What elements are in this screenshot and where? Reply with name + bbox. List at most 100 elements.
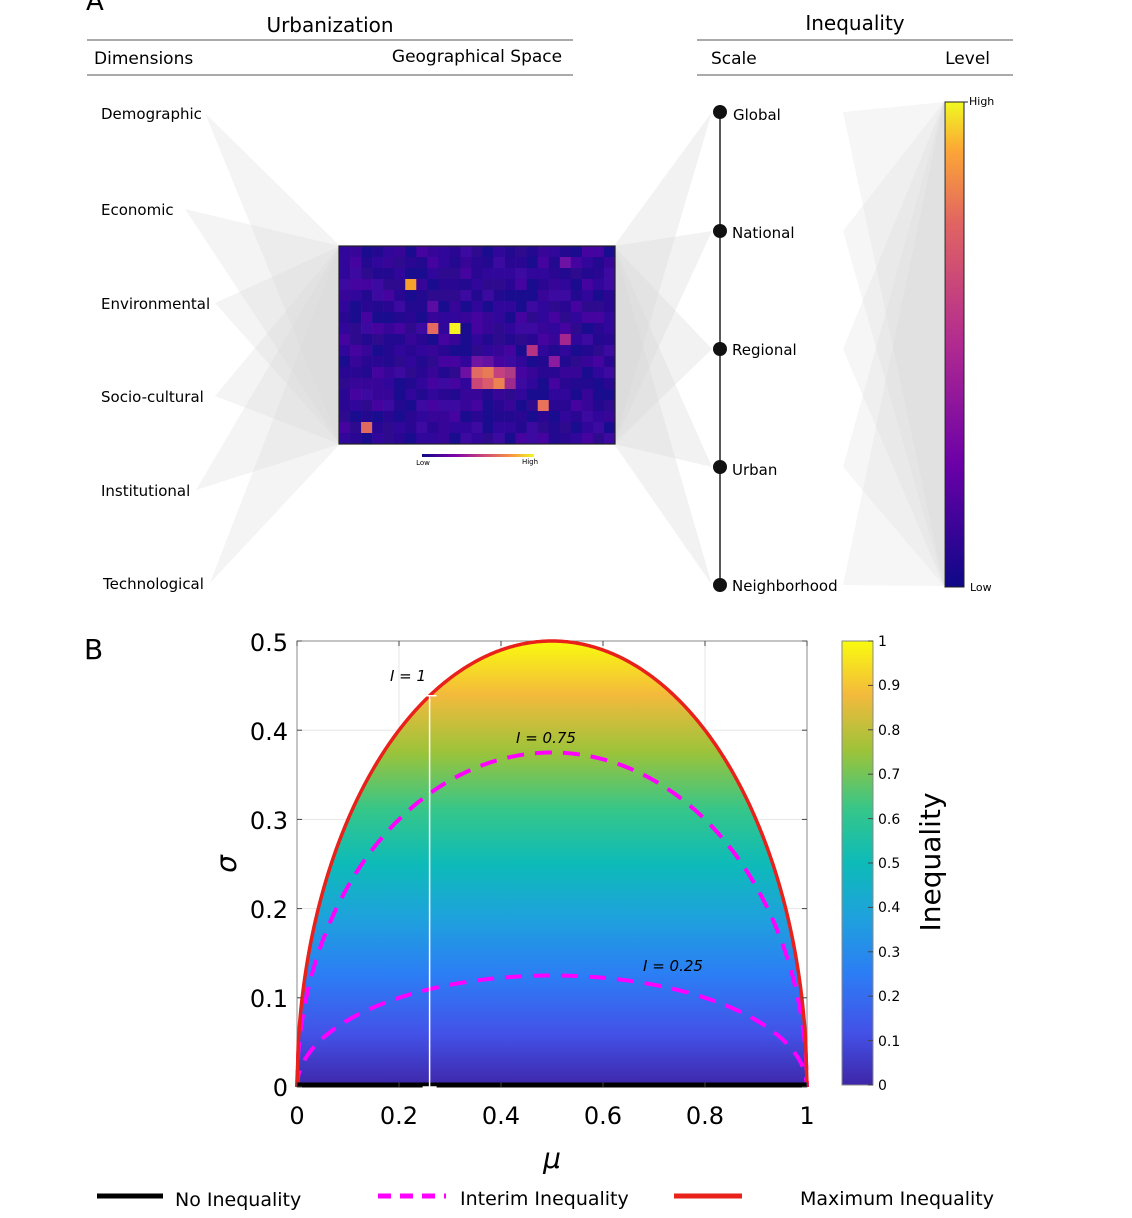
level-connector	[843, 102, 944, 586]
interim-curve-0-75	[295, 750, 809, 1088]
map-cell	[460, 422, 472, 434]
map-cell	[493, 356, 505, 368]
map-cell	[515, 279, 527, 291]
map-cell	[570, 334, 583, 346]
scale-urban: Urban	[732, 461, 777, 479]
map-cell	[603, 411, 616, 423]
map-cell	[526, 389, 539, 401]
map-cell	[339, 268, 351, 280]
x-tick: 0.4	[482, 1102, 520, 1130]
map-cell	[515, 367, 527, 379]
map-cell	[537, 422, 550, 434]
map-cell	[416, 301, 428, 313]
map-cell	[372, 389, 384, 401]
y-axis-label: σ	[210, 854, 243, 873]
map-cell	[592, 378, 605, 390]
map-cell	[416, 356, 428, 368]
map-cell	[438, 433, 450, 445]
scale-national: National	[732, 224, 795, 242]
map-cell	[394, 323, 406, 335]
map-cell	[427, 334, 439, 346]
map-cell	[515, 400, 527, 412]
map-cell	[339, 356, 351, 368]
map-cell	[361, 400, 373, 412]
map-cell	[394, 356, 406, 368]
level-colorbar	[944, 101, 965, 588]
map-cell	[339, 433, 351, 445]
map-cell	[416, 411, 428, 423]
map-cell	[570, 279, 583, 291]
map-cell	[592, 312, 605, 324]
cb-tick: 1	[878, 634, 887, 650]
map-cell	[372, 378, 384, 390]
map-cell	[449, 389, 461, 401]
map-cell	[372, 334, 384, 346]
map-cell	[504, 433, 516, 445]
map-cell	[372, 433, 384, 445]
map-cell	[383, 312, 395, 324]
map-cell	[526, 257, 539, 269]
level-connector	[843, 102, 944, 586]
map-cell	[559, 422, 572, 434]
maximum-curve	[295, 639, 809, 1088]
map-cell	[537, 323, 550, 335]
panel-b: B I = 1 I = 0.75 I = 0.25 0 0.2 0.4 0.6 …	[84, 629, 994, 1211]
map-cell	[570, 323, 583, 335]
level-connector	[843, 102, 944, 586]
map-cell	[416, 268, 428, 280]
map-cell	[405, 378, 417, 390]
map-cell	[526, 301, 539, 313]
map-cell	[570, 378, 583, 390]
y-tick: 0.4	[250, 718, 288, 746]
map-cell	[537, 378, 550, 390]
map-cell	[570, 356, 583, 368]
map-cell	[493, 246, 505, 258]
map-cell	[438, 290, 450, 302]
legend: No Inequality Interim Inequality Maximum…	[97, 1188, 994, 1211]
map-cell	[471, 422, 483, 434]
map-cell	[350, 389, 362, 401]
map-cell	[570, 400, 583, 412]
map-cell	[570, 389, 583, 401]
map-cell	[383, 279, 395, 291]
map-cell	[493, 257, 505, 269]
map-cell	[581, 290, 594, 302]
map-cell	[405, 290, 417, 302]
panel-a-label: A	[86, 0, 104, 17]
map-cell	[361, 422, 373, 434]
map-cell	[394, 345, 406, 357]
map-cell	[339, 290, 351, 302]
map-cell	[361, 378, 373, 390]
level-high-label: High	[969, 95, 994, 108]
map-cell	[493, 279, 505, 291]
map-cell	[515, 411, 527, 423]
scale-connector	[614, 231, 712, 444]
map-cell	[416, 422, 428, 434]
map-cell	[482, 268, 494, 280]
map-cell	[548, 279, 561, 291]
map-cell	[383, 290, 395, 302]
map-cell	[449, 378, 461, 390]
map-cell	[603, 356, 616, 368]
map-cell	[449, 323, 461, 335]
map-cell	[339, 367, 351, 379]
map-cell	[537, 290, 550, 302]
map-cell	[449, 345, 461, 357]
map-cell	[493, 367, 505, 379]
map-cell	[383, 378, 395, 390]
geo-space-header: Geographical Space	[392, 47, 562, 67]
map-cell	[339, 400, 351, 412]
map-cell	[537, 334, 550, 346]
map-cell	[548, 246, 561, 258]
geographical-space-border	[338, 245, 616, 445]
level-header: Level	[945, 49, 990, 69]
map-cell	[460, 268, 472, 280]
map-cell	[372, 400, 384, 412]
map-cell	[350, 433, 362, 445]
map-cell	[361, 356, 373, 368]
map-cell	[581, 345, 594, 357]
map-cell	[471, 433, 483, 445]
map-cell	[449, 246, 461, 258]
scale-node-neighborhood	[713, 578, 727, 592]
map-cell	[449, 257, 461, 269]
